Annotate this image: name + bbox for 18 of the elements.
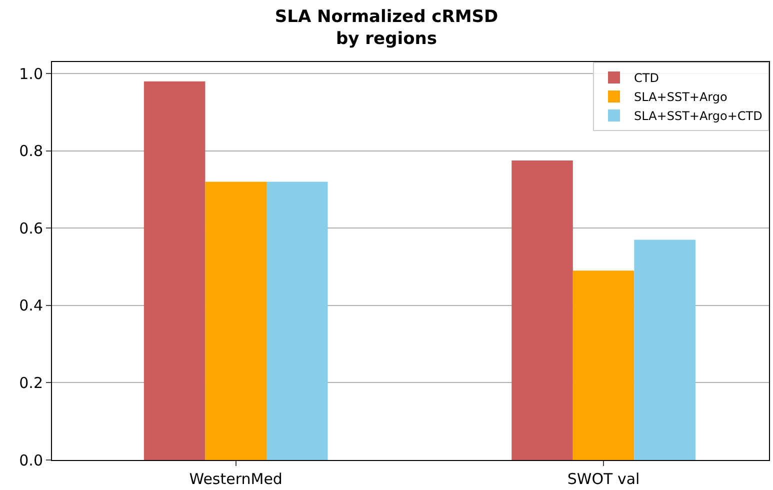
- y-tick-label: 0.4: [19, 296, 43, 315]
- bar: [205, 182, 266, 460]
- legend-label: SLA+SST+Argo: [634, 90, 728, 104]
- x-tick-label: WesternMed: [189, 470, 282, 488]
- bar: [512, 160, 573, 460]
- chart-title: SLA Normalized cRMSD by regions: [274, 7, 498, 50]
- y-tick-label: 0.6: [19, 219, 43, 238]
- y-tick-label: 0.0: [19, 451, 43, 470]
- y-tick-label: 0.2: [19, 374, 43, 392]
- legend-label: SLA+SST+Argo+CTD: [634, 109, 762, 124]
- y-tick-label: 0.8: [19, 142, 43, 160]
- bar: [572, 270, 634, 460]
- legend-label: CTD: [634, 71, 659, 86]
- x-tick-label: SWOT val: [567, 470, 640, 488]
- y-tick-label: 1.0: [19, 64, 43, 83]
- bar: [144, 81, 206, 460]
- bar: [634, 240, 696, 460]
- bar: [266, 182, 328, 460]
